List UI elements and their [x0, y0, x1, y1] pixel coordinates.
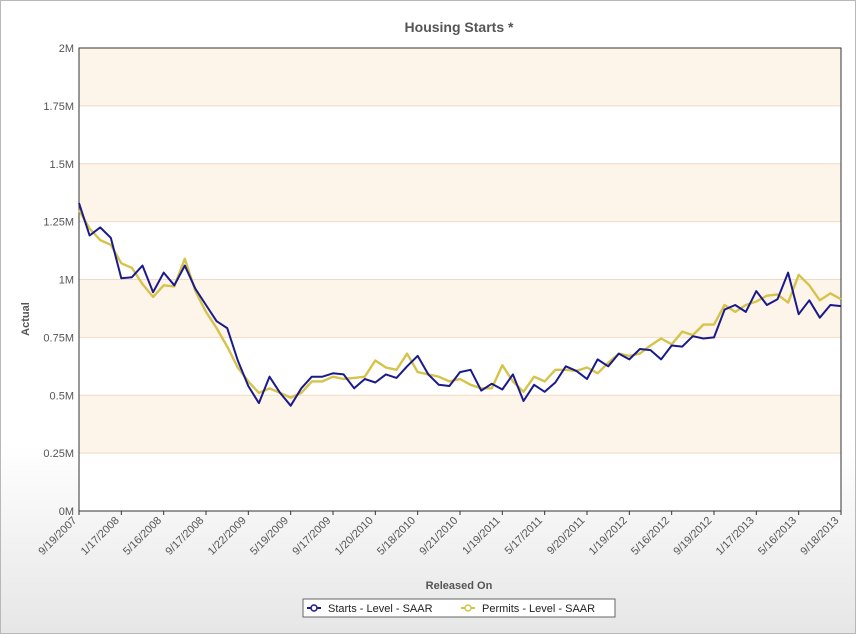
- x-tick-label: 9/19/2012: [671, 515, 714, 558]
- y-tick-label: 0.75M: [43, 332, 74, 344]
- legend-item-permits[interactable]: Permits - Level - SAAR: [461, 603, 595, 615]
- y-tick-label: 1M: [59, 275, 74, 287]
- x-tick-label: 5/17/2011: [503, 515, 546, 558]
- series-line-starts[interactable]: [78, 202, 842, 407]
- y-tick-label: 0.25M: [43, 448, 74, 460]
- legend-permits-label: Permits - Level - SAAR: [482, 603, 595, 615]
- y-axis-label: Actual: [20, 302, 32, 336]
- plot-bands: [79, 48, 841, 511]
- x-tick-label: 5/16/2012: [629, 515, 672, 558]
- plot-band: [79, 105, 841, 164]
- plot-band: [79, 453, 841, 511]
- legend-box: [302, 598, 616, 618]
- legend-starts-marker-icon: [310, 604, 318, 612]
- x-tick-label: 1/17/2008: [79, 515, 122, 558]
- x-tick-label: 9/20/2011: [545, 515, 588, 558]
- x-tick-label: 5/19/2009: [248, 515, 291, 558]
- y-tick-label: 1.75M: [43, 101, 74, 113]
- x-tick-label: 5/16/2013: [756, 515, 799, 558]
- x-tick-label: 1/17/2013: [714, 515, 757, 558]
- x-tick-label: 9/17/2009: [290, 515, 333, 558]
- series-line-permits[interactable]: [77, 209, 842, 399]
- plot-band: [79, 337, 841, 396]
- x-axis-label: Released On: [426, 580, 493, 592]
- x-tick-label: 5/18/2010: [375, 515, 418, 558]
- legend-item-starts[interactable]: Starts - Level - SAAR: [307, 603, 433, 615]
- y-axis-ticks: 0M 0.25M 0.5M 0.75M 1M 1.25M 1.5M 1.75M 2M: [43, 43, 74, 518]
- legend: Starts - Level - SAAR Permits - Level - …: [302, 598, 616, 618]
- plot-band: [79, 48, 841, 106]
- x-tick-label: 1/19/2011: [460, 515, 503, 558]
- x-tick-label: 5/16/2008: [121, 515, 164, 558]
- y-tick-label: 1.5M: [50, 159, 74, 171]
- y-tick-label: 0.5M: [50, 390, 74, 402]
- plot-band: [79, 221, 841, 280]
- legend-starts-label: Starts - Level - SAAR: [328, 603, 433, 615]
- x-tick-label: 9/21/2010: [417, 515, 460, 558]
- plot-band: [79, 163, 841, 222]
- x-tick-label: 1/19/2012: [587, 515, 630, 558]
- x-tick-label: 1/20/2010: [333, 515, 376, 558]
- chart-title: Housing Starts *: [405, 19, 514, 35]
- x-tick-label: 9/19/2007: [36, 515, 79, 558]
- y-tick-label: 1.25M: [43, 217, 74, 229]
- x-tick-label: 1/22/2009: [206, 515, 249, 558]
- plot-band: [79, 279, 841, 338]
- legend-permits-marker-icon: [464, 604, 472, 612]
- x-axis-ticks: 9/19/2007 1/17/2008 5/16/2008 9/17/2008 1/22…: [36, 511, 842, 558]
- series-layer: [77, 202, 842, 407]
- plot-band: [79, 395, 841, 454]
- x-tick-label: 9/17/2008: [163, 515, 206, 558]
- x-tick-label: 9/18/2013: [798, 515, 841, 558]
- y-tick-label: 2M: [59, 43, 74, 55]
- y-tick-label: 0M: [59, 506, 74, 518]
